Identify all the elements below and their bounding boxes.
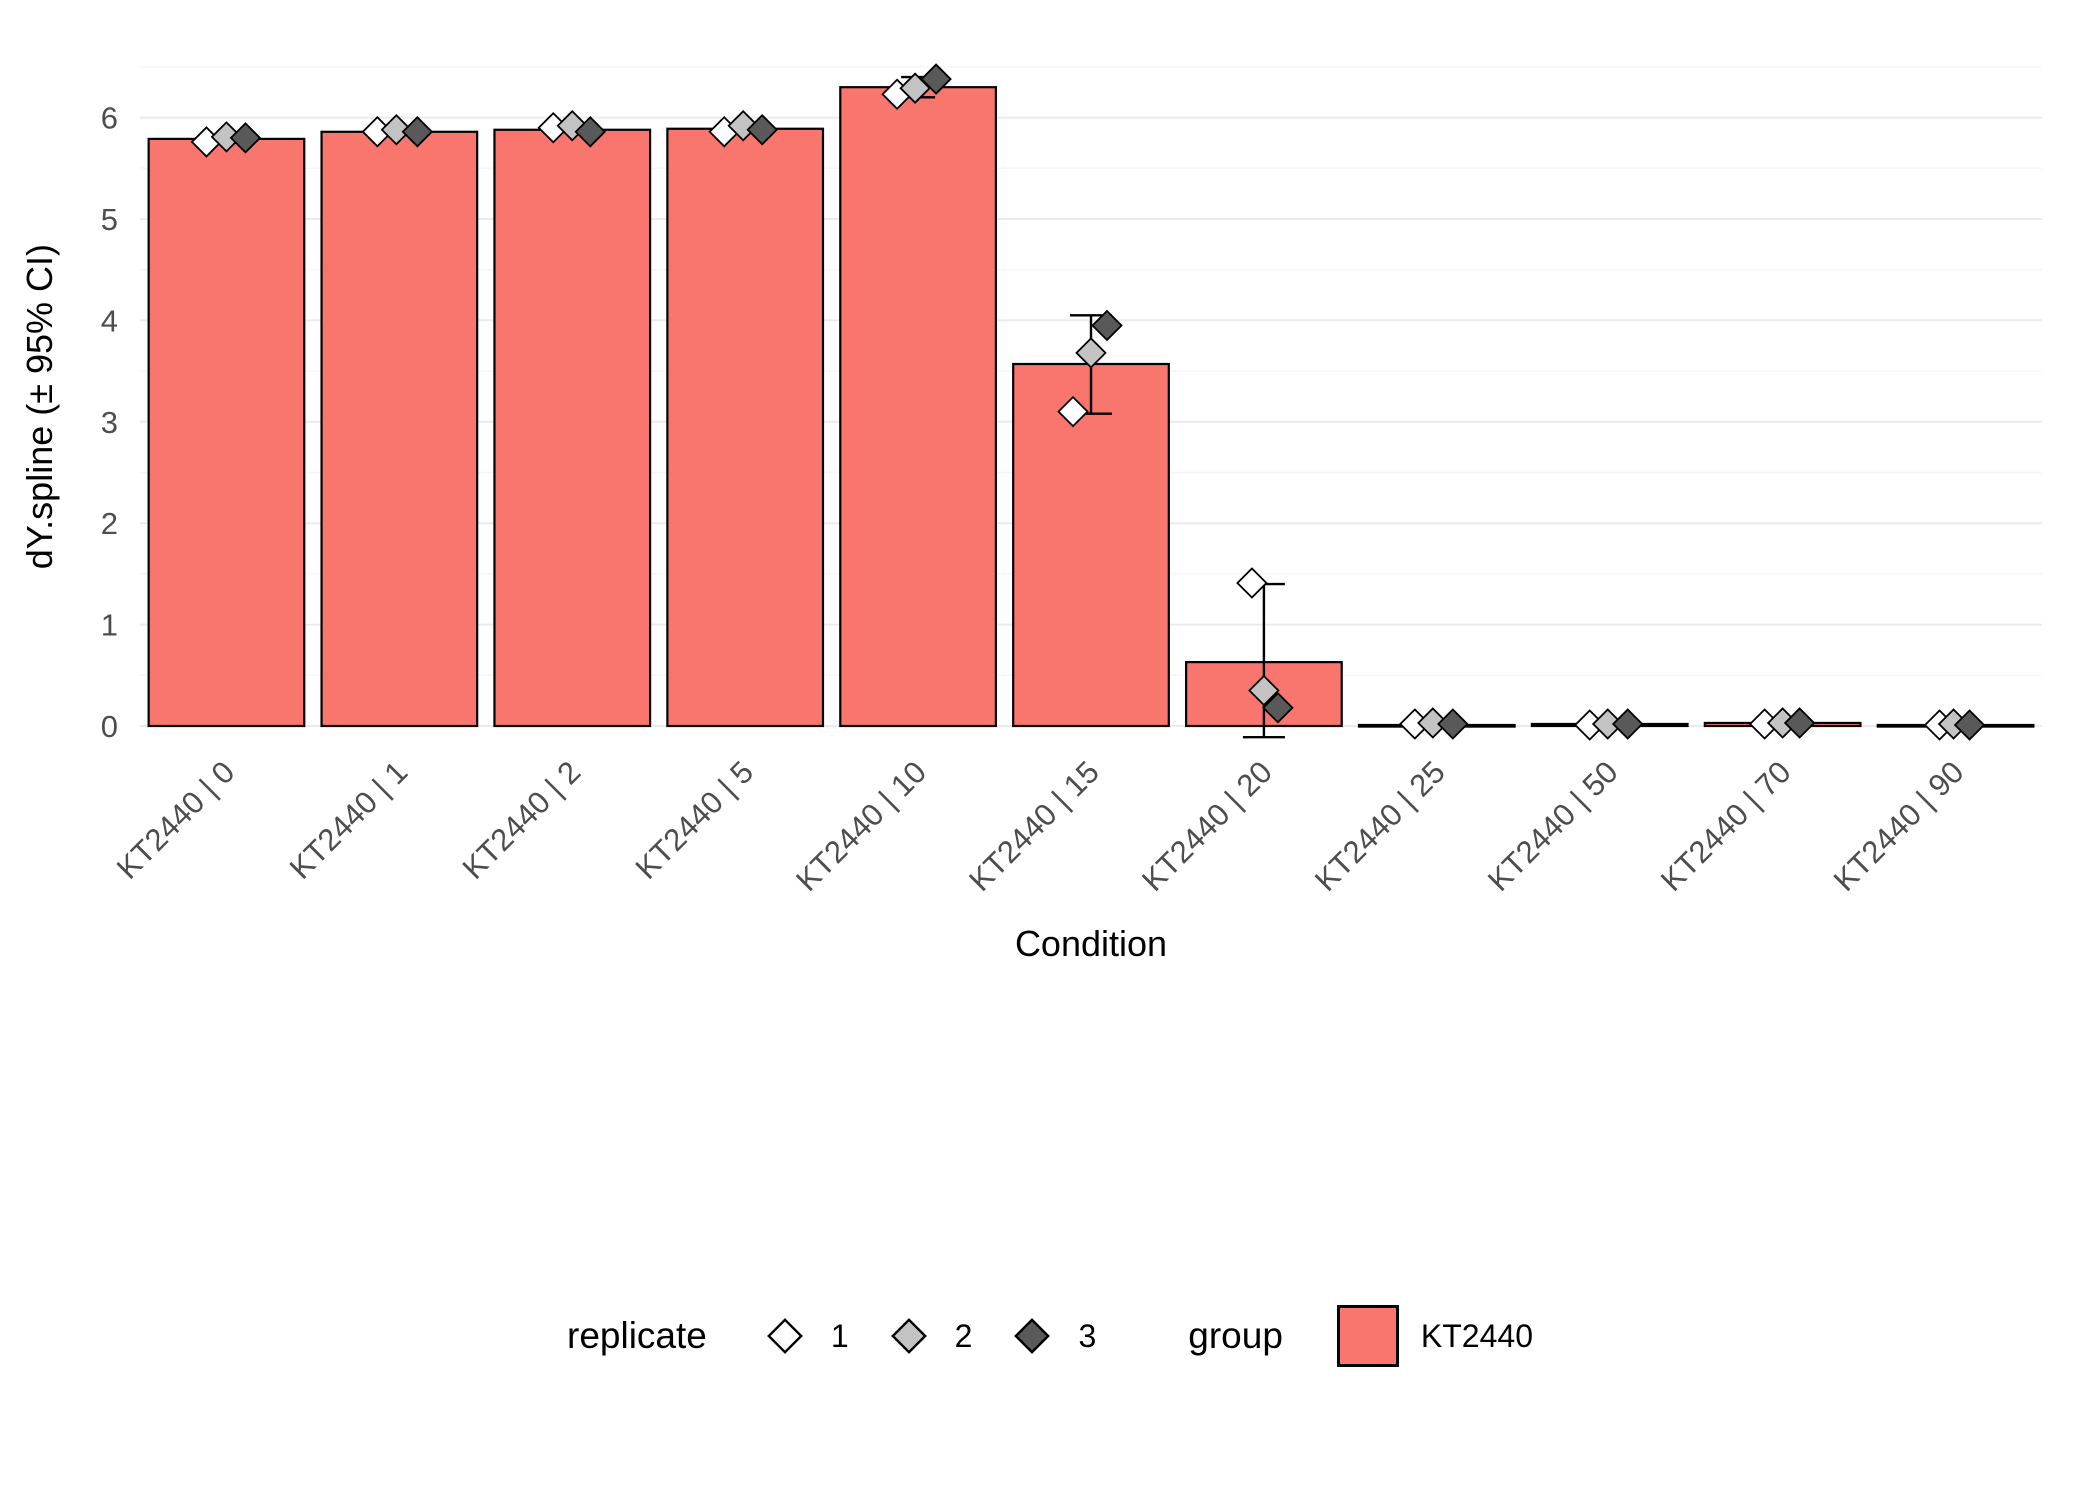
x-tick-label: KT2440 | 1 (283, 754, 415, 886)
group-color-swatch (1336, 1305, 1399, 1367)
diamond-icon (766, 1318, 803, 1354)
x-tick-label: KT2440 | 15 (962, 754, 1106, 898)
x-tick-label: KT2440 | 2 (456, 754, 588, 886)
y-tick-label: 5 (101, 202, 118, 237)
x-tick-label: KT2440 | 70 (1654, 754, 1798, 898)
bar-KT2440 | 2 (493, 128, 652, 728)
diamond-icon (1014, 1318, 1051, 1354)
data-point-replicate-3 (1611, 708, 1644, 740)
bar-KT2440 | 1 (320, 130, 479, 728)
legend-item-replicate-3: 3 (1008, 1312, 1096, 1360)
data-point-replicate-2 (727, 109, 759, 142)
x-tick-label: KT2440 | 0 (110, 754, 242, 886)
x-tick-label: KT2440 | 25 (1308, 754, 1452, 898)
y-tick-label: 1 (101, 608, 118, 643)
bar-KT2440 | 15 (1012, 362, 1170, 728)
legend-replicate-title: replicate (567, 1315, 707, 1356)
bar-chart-plot-area: 0 1 2 3 4 5 6 KT2440 | 0 KT2440 | 1 KT2440 | 2 KT2… (19, 63, 2042, 964)
legend-group-label: KT2440 (1420, 1317, 1533, 1354)
x-tick-label: KT2440 | 50 (1481, 754, 1625, 898)
x-tick-label: KT2440 | 5 (629, 754, 761, 886)
data-point-replicate-3 (574, 116, 607, 148)
bar-KT2440 | 10 (839, 86, 997, 728)
y-tick-label: 3 (101, 405, 118, 440)
bar-KT2440 | 0 (147, 137, 306, 728)
legend-item-group-kt2440: KT2440 (1336, 1305, 1533, 1367)
data-point-replicate-1 (1236, 567, 1268, 599)
data-point-replicate-3 (1437, 708, 1469, 740)
y-tick-label: 2 (101, 506, 118, 541)
data-point-replicate-1 (1057, 395, 1089, 428)
y-tick-label: 4 (101, 303, 118, 338)
data-point-replicate-3 (229, 122, 262, 154)
legend-replicate-2-label: 2 (954, 1317, 973, 1354)
x-axis-title: Condition (1015, 923, 1167, 964)
x-tick-label: KT2440 | 10 (789, 754, 933, 898)
legend-item-replicate-1: 1 (761, 1312, 849, 1360)
data-point-replicate-2 (380, 113, 413, 146)
x-tick-label: KT2440 | 90 (1827, 754, 1971, 898)
data-point-replicate-3 (1953, 709, 1986, 741)
data-point-replicate-2 (556, 109, 589, 142)
y-tick-label: 6 (101, 101, 118, 136)
y-tick-label: 0 (101, 709, 118, 744)
y-axis-title: dY.spline (± 95% CI) (19, 244, 60, 569)
legend-item-replicate-2: 2 (885, 1312, 973, 1360)
data-point-replicate-3 (1783, 707, 1816, 739)
data-point-replicate-3 (1262, 691, 1294, 724)
data-point-replicate-2 (1248, 674, 1280, 707)
legend-group-title: group (1188, 1315, 1283, 1356)
data-point-replicate-2 (1075, 337, 1107, 369)
data-point-replicate-3 (1091, 309, 1123, 342)
data-point-replicate-2 (1417, 707, 1449, 739)
bar-KT2440 | 5 (666, 127, 825, 728)
legend: replicate 1 2 3 group KT2440 (0, 1305, 2100, 1367)
x-tick-label: KT2440 | 20 (1135, 754, 1279, 898)
legend-replicate-3-label: 3 (1078, 1317, 1097, 1354)
legend-replicate-1-label: 1 (830, 1317, 849, 1354)
data-point-replicate-3 (401, 116, 434, 148)
data-point-replicate-3 (920, 63, 952, 95)
data-point-replicate-3 (746, 113, 778, 146)
diamond-icon (890, 1318, 927, 1354)
